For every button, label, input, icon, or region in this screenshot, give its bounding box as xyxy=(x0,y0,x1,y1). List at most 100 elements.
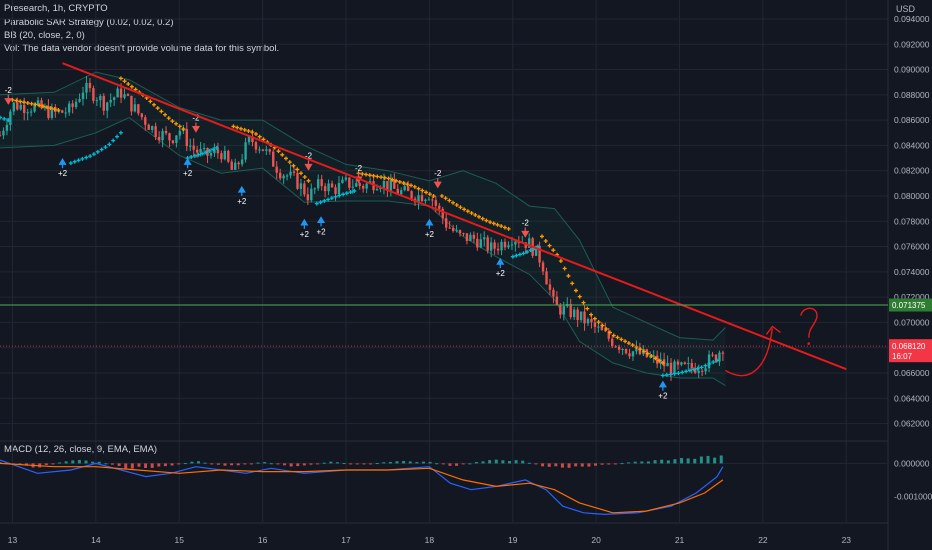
candle-body xyxy=(393,180,396,189)
signal-label: +2 xyxy=(237,197,247,206)
candle-body xyxy=(358,183,361,186)
sar-short-mark xyxy=(364,172,369,177)
signal-label: +2 xyxy=(58,169,68,178)
candle-body xyxy=(261,149,265,151)
sar-short-mark xyxy=(155,106,160,111)
candle-body xyxy=(323,186,327,192)
sar-long-mark xyxy=(2,116,7,121)
sar-short-mark xyxy=(291,163,296,168)
study-label-vol[interactable]: Vol: The data vendor doesn't provide vol… xyxy=(4,43,280,54)
candle-body xyxy=(569,304,572,318)
study-label-bb[interactable]: BB (20, close, 2, 0) xyxy=(4,30,85,41)
candle-body xyxy=(195,149,199,153)
candle-body xyxy=(137,104,140,114)
macd-hist-bar xyxy=(660,459,664,464)
sar-short-mark xyxy=(129,84,134,89)
candle-body xyxy=(694,368,697,373)
candle-body xyxy=(254,142,258,150)
macd-hist-bar xyxy=(653,460,657,464)
price-tick-label: 0.094000 xyxy=(894,14,930,24)
drawings[interactable] xyxy=(0,62,888,377)
price-tick-label: 0.076000 xyxy=(894,242,930,252)
long-entry-arrow xyxy=(425,218,434,229)
long-entry-arrow xyxy=(496,257,505,269)
candle-body xyxy=(600,326,604,331)
sar-short-mark xyxy=(465,209,470,214)
candle-body xyxy=(583,311,586,324)
macd-hist-bar xyxy=(435,463,439,465)
macd-hist-bar xyxy=(210,463,214,465)
candle-body xyxy=(669,362,673,374)
sar-short-mark xyxy=(473,212,478,217)
candle-body xyxy=(410,191,413,199)
macd-hist-bar xyxy=(388,461,392,464)
last-price-flag xyxy=(889,339,932,363)
macd-hist-bar xyxy=(600,463,604,465)
sar-short-mark xyxy=(287,160,292,165)
macd-hist-bar xyxy=(170,463,174,466)
candle-body xyxy=(230,161,233,170)
candle-body xyxy=(223,150,227,160)
candle-body xyxy=(479,239,482,248)
sar-short-mark xyxy=(375,174,380,179)
sar-short-mark xyxy=(551,248,556,253)
candle-body xyxy=(403,186,406,191)
sar-short-mark xyxy=(547,243,552,248)
candle-body xyxy=(707,354,711,369)
candle-body xyxy=(507,245,510,248)
macd-hist-bar xyxy=(44,463,48,465)
candle-body xyxy=(617,346,621,350)
sar-short-mark xyxy=(638,347,643,352)
sar-short-mark xyxy=(41,104,46,109)
sar-long-mark xyxy=(517,252,522,257)
sar-short-mark xyxy=(166,116,171,121)
sar-short-mark xyxy=(600,323,605,328)
sar-short-mark xyxy=(52,107,57,112)
downtrend-line xyxy=(62,62,847,371)
sar-long-mark xyxy=(91,152,96,157)
macd-hist-bar xyxy=(699,456,703,464)
sar-long-mark xyxy=(314,201,319,206)
candle-body xyxy=(624,348,628,354)
macd-hist-bar xyxy=(402,461,406,464)
signal-markers: -2 +2 -2 +2 +2 -2 +2 +2 -2 -2 +2 +2 -2 +2 xyxy=(4,86,668,401)
price-tick-label: 0.064000 xyxy=(894,393,930,403)
candle-body xyxy=(320,179,323,187)
candle-body xyxy=(680,362,683,365)
sar-short-mark xyxy=(33,102,38,107)
macd-hist-bar xyxy=(58,462,62,464)
candle-body xyxy=(126,94,130,96)
candle-body xyxy=(711,354,714,356)
candle-body xyxy=(396,188,399,195)
sar-long-mark xyxy=(668,372,673,377)
candle-body xyxy=(465,233,469,241)
candle-body xyxy=(687,362,690,364)
study-label-sar[interactable]: Parabolic SAR Strategy (0.02, 0.02, 0.2) xyxy=(4,17,174,28)
sar-short-mark xyxy=(238,126,243,131)
sar-long-mark xyxy=(514,253,519,258)
sar-long-mark xyxy=(707,361,712,366)
candle-body xyxy=(112,97,116,100)
macd-hist-bar xyxy=(627,462,631,464)
sar-short-mark xyxy=(397,179,402,184)
signal-label: +2 xyxy=(658,392,668,401)
candle-body xyxy=(361,185,365,189)
time-tick-label: 18 xyxy=(425,535,435,545)
sar-long-mark xyxy=(76,158,81,163)
macd-hist-bar xyxy=(177,463,181,465)
macd-label[interactable]: MACD (12, 26, close, 9, EMA, EMA) xyxy=(4,444,158,455)
candle-body xyxy=(0,135,2,137)
sar-long-mark xyxy=(329,196,334,201)
sar-short-mark xyxy=(619,337,624,342)
candle-body xyxy=(718,352,721,362)
macd-hist-bar xyxy=(163,463,167,467)
sar-short-mark xyxy=(181,126,186,131)
candle-body xyxy=(268,149,271,152)
macd-hist-bar xyxy=(421,461,425,464)
macd-hist-bar xyxy=(150,463,154,468)
short-entry-arrow xyxy=(4,94,13,105)
candle-body xyxy=(590,319,593,323)
price-tick-label: 0.078000 xyxy=(894,216,930,226)
sar-long-mark xyxy=(88,154,93,159)
